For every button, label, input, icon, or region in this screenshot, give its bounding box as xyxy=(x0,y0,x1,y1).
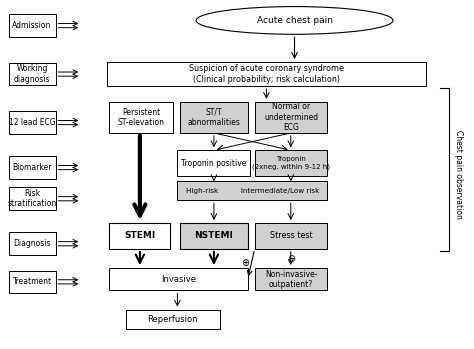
Text: Biomarker: Biomarker xyxy=(12,163,52,172)
Text: Acute chest pain: Acute chest pain xyxy=(256,16,333,25)
Text: Non-invasive-
outpatient?: Non-invasive- outpatient? xyxy=(265,269,317,289)
Text: ST/T
abnormalities: ST/T abnormalities xyxy=(187,108,240,127)
Text: Working
diagnosis: Working diagnosis xyxy=(14,65,50,84)
FancyBboxPatch shape xyxy=(180,223,247,249)
Text: Troponin
(2xneg. within 9-12 h): Troponin (2xneg. within 9-12 h) xyxy=(252,156,330,170)
FancyBboxPatch shape xyxy=(126,310,219,328)
Text: Troponin positive: Troponin positive xyxy=(181,159,246,168)
Text: High-risk          Intermediate/Low risk: High-risk Intermediate/Low risk xyxy=(186,188,319,194)
Text: STEMI: STEMI xyxy=(124,231,155,240)
FancyBboxPatch shape xyxy=(9,156,55,179)
FancyBboxPatch shape xyxy=(9,187,55,210)
Text: ⊕: ⊕ xyxy=(241,258,249,268)
FancyBboxPatch shape xyxy=(255,102,328,133)
FancyBboxPatch shape xyxy=(109,102,173,133)
Text: Admission: Admission xyxy=(12,21,52,30)
FancyBboxPatch shape xyxy=(9,232,55,255)
Text: Invasive: Invasive xyxy=(161,275,196,284)
Text: Suspicion of acute coronary syndrome
(Clinical probability; risk calculation): Suspicion of acute coronary syndrome (Cl… xyxy=(189,65,344,84)
FancyBboxPatch shape xyxy=(255,223,328,249)
FancyBboxPatch shape xyxy=(9,270,55,293)
Text: Diagnosis: Diagnosis xyxy=(13,239,51,248)
Text: Reperfusion: Reperfusion xyxy=(147,314,198,324)
Text: Chest pain observation: Chest pain observation xyxy=(454,130,463,219)
FancyBboxPatch shape xyxy=(9,111,55,134)
FancyBboxPatch shape xyxy=(255,268,328,290)
Text: Normal or
undetermined
ECG: Normal or undetermined ECG xyxy=(264,103,318,132)
Text: Persistent
ST-elevation: Persistent ST-elevation xyxy=(118,108,164,127)
FancyBboxPatch shape xyxy=(9,14,55,37)
FancyBboxPatch shape xyxy=(180,102,247,133)
Text: Risk
stratification: Risk stratification xyxy=(8,189,57,208)
Text: ⊖: ⊖ xyxy=(287,254,295,264)
FancyBboxPatch shape xyxy=(177,181,328,200)
FancyBboxPatch shape xyxy=(107,62,426,86)
FancyBboxPatch shape xyxy=(109,223,170,249)
Text: Treatment: Treatment xyxy=(12,277,52,286)
FancyBboxPatch shape xyxy=(9,63,55,86)
Ellipse shape xyxy=(196,7,393,34)
Text: NSTEMI: NSTEMI xyxy=(194,231,233,240)
Text: Stress test: Stress test xyxy=(270,231,312,240)
FancyBboxPatch shape xyxy=(109,268,247,290)
FancyBboxPatch shape xyxy=(177,150,250,176)
FancyBboxPatch shape xyxy=(255,150,328,176)
Text: 12 lead ECG: 12 lead ECG xyxy=(9,118,55,127)
